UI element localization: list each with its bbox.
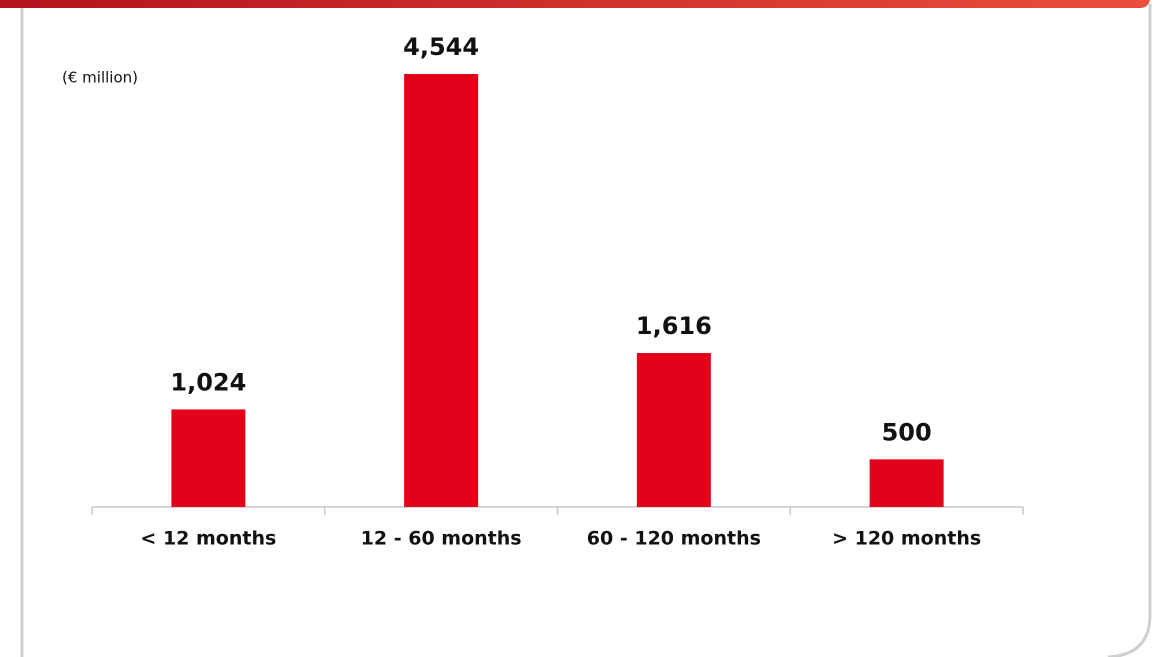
x-tick-label: 12 - 60 months (361, 528, 522, 550)
bar (636, 353, 711, 507)
frame-right (1107, 4, 1152, 657)
unit-label: (€ million) (62, 69, 138, 87)
bar (404, 74, 479, 507)
x-tick-label: > 120 months (832, 528, 981, 550)
value-label: 1,024 (170, 368, 246, 396)
header-bar (0, 0, 1150, 8)
x-tick-label: < 12 months (140, 528, 276, 550)
value-label: 1,616 (636, 312, 712, 340)
value-label: 500 (882, 418, 932, 446)
value-label: 4,544 (403, 33, 479, 61)
bar (869, 459, 944, 507)
x-tick-label: 60 - 120 months (587, 528, 761, 550)
bar (171, 409, 246, 507)
